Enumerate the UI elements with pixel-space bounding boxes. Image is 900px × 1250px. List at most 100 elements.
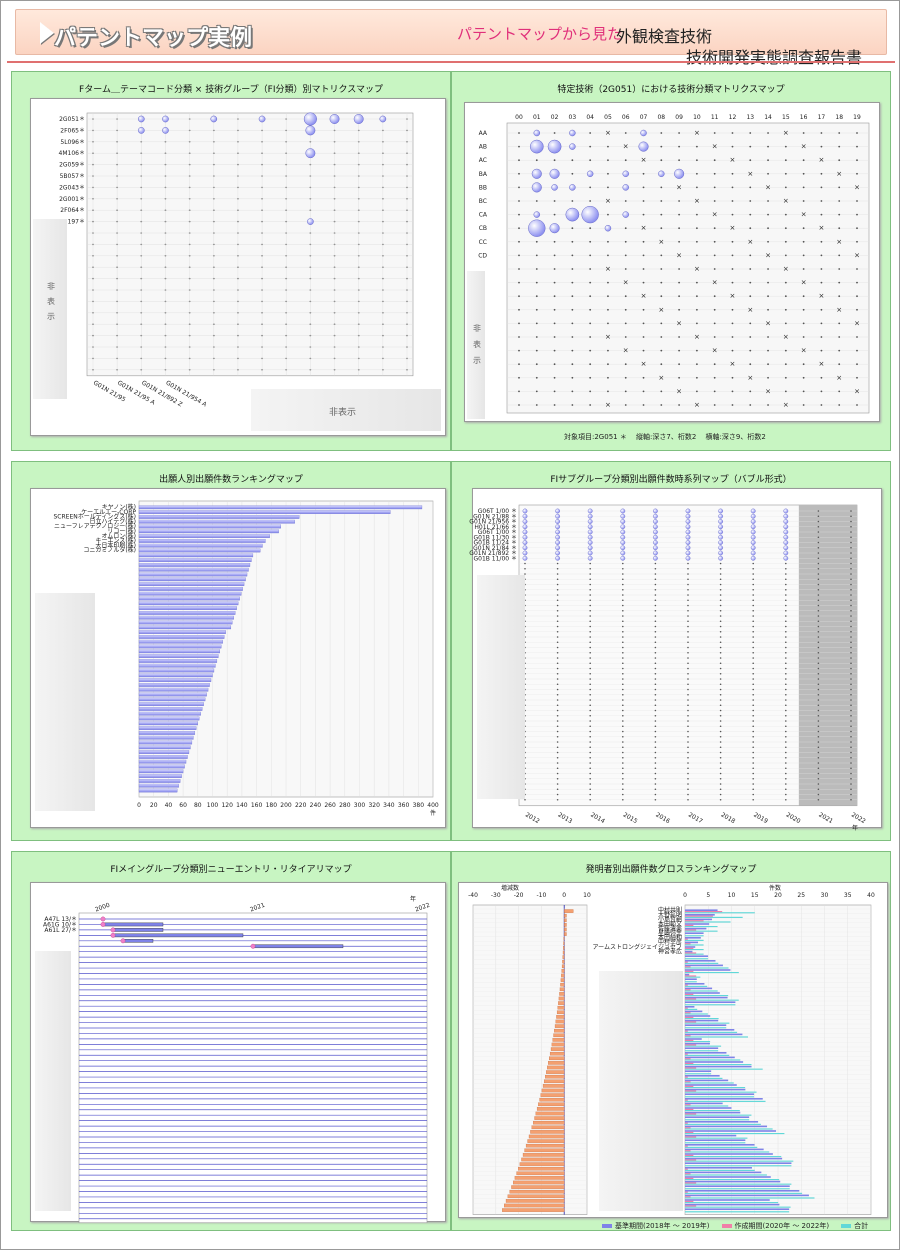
grid-dot (785, 562, 787, 565)
grid-dot (687, 714, 689, 717)
grid-dot (687, 609, 689, 612)
grid-dot (838, 254, 841, 257)
grid-dot (518, 308, 520, 311)
grid-dot (785, 751, 787, 754)
grid-dot (802, 186, 805, 189)
grid-dot (571, 322, 574, 325)
grid-dot (654, 578, 657, 581)
bubble-mark (622, 211, 629, 218)
grid-dot (654, 636, 657, 638)
total-bar (685, 1096, 755, 1098)
row-label: AA (479, 130, 488, 137)
new-bar (685, 1168, 688, 1170)
grid-dot (817, 798, 820, 801)
bubble-mark (587, 529, 593, 535)
grid-dot (802, 336, 805, 338)
bubble-mark (522, 508, 528, 514)
row-label: CC (479, 239, 487, 246)
grid-dot (660, 254, 663, 257)
grid-dot (784, 349, 787, 352)
grid-dot (785, 609, 787, 612)
grid-dot (719, 730, 722, 733)
grid-dot (752, 578, 754, 581)
base-bar (685, 1203, 780, 1206)
diff-bar (563, 946, 565, 950)
grid-dot (719, 615, 722, 617)
grid-dot (654, 751, 657, 754)
grid-dot (660, 213, 663, 216)
grid-dot (556, 604, 559, 607)
grid-dot (731, 186, 734, 189)
hidden-rows-area (467, 271, 485, 419)
diff-bar (555, 1019, 565, 1024)
total-bar (685, 1179, 780, 1181)
right-tick-label: 20 (774, 892, 782, 899)
grid-dot (687, 751, 689, 754)
bubble-mark (658, 170, 665, 178)
row-label: G01N 21/892 ＊ (469, 550, 517, 557)
grid-dot (749, 349, 752, 352)
total-bar (685, 1169, 755, 1171)
grid-dot (556, 609, 559, 612)
diff-bar (513, 1180, 565, 1185)
grid-dot (817, 594, 820, 596)
entry-marker (110, 932, 116, 938)
grid-dot (713, 390, 716, 393)
base-bar (685, 955, 709, 957)
grid-dot (553, 254, 556, 257)
bubble-mark (750, 550, 756, 556)
grid-dot (553, 322, 556, 325)
no-data-cross: × (801, 211, 807, 219)
grid-dot (687, 651, 689, 654)
grid-dot (752, 746, 754, 749)
grid-dot (589, 783, 591, 785)
x-tick-label: 360 (398, 802, 410, 809)
bubble-mark (587, 555, 593, 561)
grid-dot (850, 599, 852, 602)
grid-dot (654, 667, 657, 670)
grid-dot (556, 720, 559, 722)
base-bar (685, 1134, 737, 1137)
grid-dot (589, 322, 592, 325)
bubble-mark (565, 207, 580, 222)
bubble-mark (586, 170, 594, 178)
bubble-mark (685, 555, 691, 561)
bar-mark (138, 673, 213, 678)
year-label: 2022 (850, 811, 867, 825)
grid-dot (660, 404, 663, 406)
new-bar (685, 1090, 697, 1092)
new-bar (685, 1058, 691, 1060)
bar-mark (138, 606, 237, 610)
grid-dot (524, 567, 526, 570)
bubble-mark (620, 534, 626, 540)
grid-dot (719, 594, 722, 596)
grid-dot (719, 798, 722, 801)
bubble-mark (522, 545, 528, 551)
grid-dot (622, 688, 624, 691)
base-bar (685, 1167, 752, 1169)
bubble-mark (652, 550, 658, 556)
grid-dot (518, 404, 520, 406)
grid-dot (687, 746, 689, 749)
grid-dot (654, 583, 657, 586)
grid-dot (687, 730, 689, 733)
grid-dot (695, 376, 698, 379)
x-tick-label: 60 (179, 802, 187, 809)
total-bar (685, 1165, 792, 1167)
no-data-cross: × (676, 319, 682, 327)
grid-dot (556, 615, 559, 617)
grid-dot (589, 798, 591, 801)
bar-mark (138, 663, 216, 668)
grid-dot (731, 172, 734, 175)
bubble-mark (587, 550, 593, 556)
grid-dot (785, 793, 787, 796)
bubble-mark (555, 534, 561, 540)
diff-bar (521, 1157, 565, 1162)
grid-dot (719, 662, 722, 665)
grid-dot (784, 172, 787, 175)
grid-dot (622, 772, 624, 775)
base-bar (685, 1180, 781, 1183)
grid-dot (752, 567, 754, 570)
bubble-mark (652, 524, 658, 530)
grid-dot (752, 772, 754, 775)
